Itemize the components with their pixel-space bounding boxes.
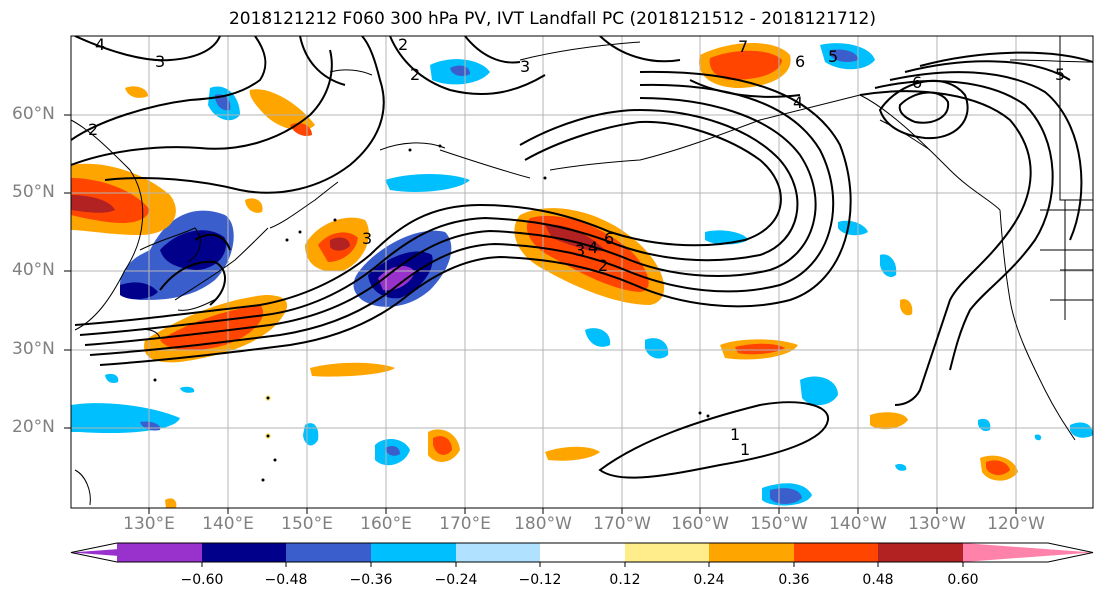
map-frame bbox=[70, 35, 1094, 509]
colorbar-swatch bbox=[286, 543, 371, 562]
lon-label-150e: 150°E bbox=[281, 514, 333, 534]
colorbar-swatch bbox=[202, 543, 286, 562]
lon-label-170w: 170°W bbox=[593, 514, 651, 534]
colorbar-segments bbox=[70, 542, 1094, 563]
contour-label: 4 bbox=[95, 35, 105, 54]
colorbar-tick-label: −0.48 bbox=[264, 572, 308, 588]
colorbar-tick-label: −0.12 bbox=[518, 572, 562, 588]
contour-label: 4 bbox=[588, 238, 598, 257]
contour-label: 5 bbox=[828, 47, 838, 66]
contour-label: 2 bbox=[410, 65, 420, 84]
colorbar-swatch bbox=[456, 543, 540, 562]
lon-label-160e: 160°E bbox=[360, 514, 412, 534]
colorbar-outline bbox=[70, 542, 1094, 563]
colorbar-swatch bbox=[794, 543, 878, 562]
colorbar-tick-label: −0.36 bbox=[349, 572, 393, 588]
contour-label: 3 bbox=[155, 52, 165, 71]
contour-label: 3 bbox=[575, 241, 585, 260]
lon-label-130e: 130°E bbox=[123, 514, 175, 534]
lon-label-140e: 140°E bbox=[202, 514, 254, 534]
graticule bbox=[71, 36, 1093, 508]
contour-label: 1 bbox=[730, 425, 740, 444]
colorbar-swatch bbox=[540, 543, 625, 562]
contour-label: 6 bbox=[795, 52, 805, 71]
axis-ticks bbox=[64, 114, 1017, 514]
contour-label: 2 bbox=[398, 35, 408, 54]
colorbar-tick-label: 0.36 bbox=[778, 572, 810, 588]
colorbar-tick-label: 0.12 bbox=[609, 572, 641, 588]
contour-label: 7 bbox=[738, 37, 748, 56]
pv-contours bbox=[71, 36, 1093, 479]
colorbar-tick-label: 0.60 bbox=[947, 572, 979, 588]
lat-label-60n: 60°N bbox=[12, 104, 55, 124]
contour-label: 3 bbox=[362, 229, 372, 248]
lon-label-130w: 130°W bbox=[908, 514, 966, 534]
colorbar-ticks bbox=[201, 562, 964, 567]
island-specks bbox=[153, 144, 710, 482]
contour-labels: 4 3 2 2 3 2 5 6 7 5 6 4 3 3 4 6 2 1 1 bbox=[88, 35, 1065, 459]
contour-label: 2 bbox=[598, 256, 608, 275]
contour-label: 2 bbox=[88, 120, 98, 139]
lon-label-180w: 180°W bbox=[514, 514, 572, 534]
colorbar-tick-label: 0.24 bbox=[693, 572, 725, 588]
lon-label-160w: 160°W bbox=[671, 514, 729, 534]
colorbar-tick-label: −0.60 bbox=[180, 572, 224, 588]
contour-label: 3 bbox=[520, 57, 530, 76]
contour-label: 4 bbox=[793, 93, 803, 112]
lon-label-150w: 150°W bbox=[750, 514, 808, 534]
colorbar-swatch bbox=[709, 543, 794, 562]
colorbar-swatch bbox=[117, 543, 202, 562]
contour-label: 6 bbox=[912, 73, 922, 92]
colorbar-tick-label: 0.48 bbox=[862, 572, 894, 588]
colorbar-swatch bbox=[878, 543, 963, 562]
lon-label-140w: 140°W bbox=[829, 514, 887, 534]
lat-label-40n: 40°N bbox=[12, 260, 55, 280]
colorbar-swatch bbox=[371, 543, 456, 562]
colorbar-tick-label: −0.24 bbox=[434, 572, 478, 588]
map-title: 2018121212 F060 300 hPa PV, IVT Landfall… bbox=[228, 9, 876, 29]
lat-label-20n: 20°N bbox=[12, 417, 55, 437]
lat-label-30n: 30°N bbox=[12, 339, 55, 359]
lat-label-50n: 50°N bbox=[12, 182, 55, 202]
contour-label: 5 bbox=[1055, 65, 1065, 84]
contour-label: 1 bbox=[740, 440, 750, 459]
colorbar-swatch bbox=[625, 543, 709, 562]
contour-label: 6 bbox=[604, 229, 614, 248]
lon-label-120w: 120°W bbox=[987, 514, 1045, 534]
colorbar-swatch bbox=[963, 543, 1093, 562]
lon-label-170e: 170°E bbox=[439, 514, 491, 534]
